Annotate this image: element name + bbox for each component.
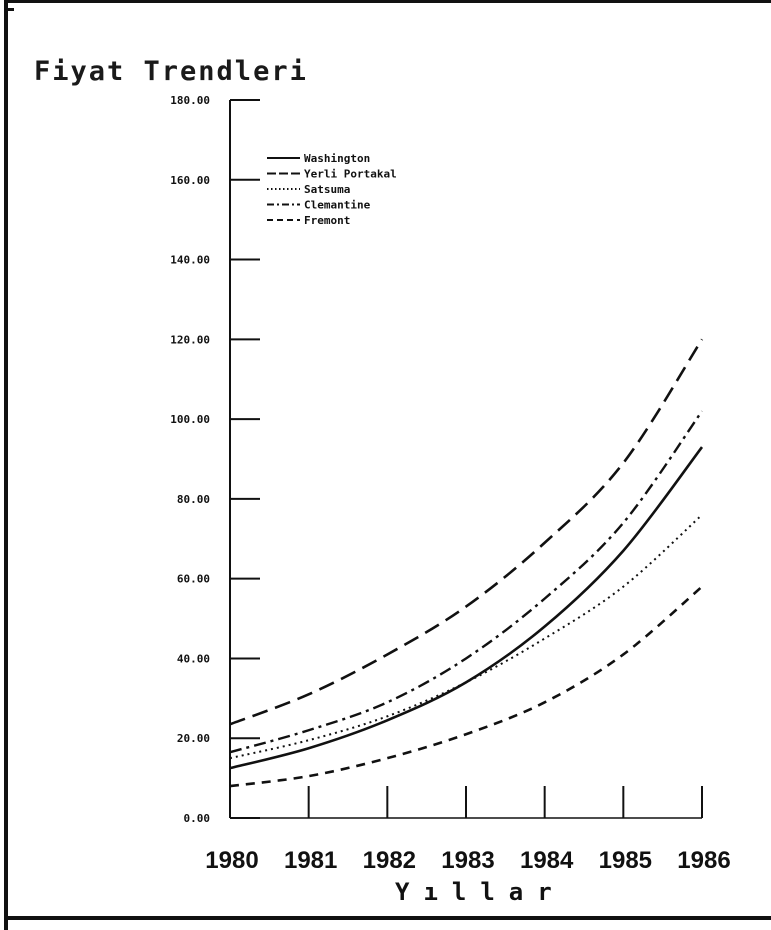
y-tick-label: 120.00: [170, 333, 210, 346]
series-line-washington: [229, 446, 704, 770]
y-tick-label: 0.00: [184, 812, 211, 825]
x-tick-label: 1984: [520, 847, 574, 874]
series-line-clemantine: [229, 410, 703, 754]
x-tick-label: 1986: [677, 847, 730, 874]
y-tick-label: 80.00: [177, 493, 210, 506]
x-axis-label: Yıllar: [395, 878, 566, 906]
y-tick-label: 160.00: [170, 174, 210, 187]
series-line-fremont: [229, 585, 703, 788]
frame-corner-tick: [4, 8, 14, 11]
x-tick-label: 1985: [599, 847, 652, 874]
frame-top-border: [4, 0, 771, 3]
y-tick-label: 180.00: [170, 94, 210, 107]
frame-left-border: [4, 0, 8, 930]
y-tick-label: 60.00: [177, 573, 210, 586]
chart-axes: 0.00 20.00 40.00 60.00 80.00 100.00 120.00 140.…: [170, 94, 730, 874]
chart-series-lines: [229, 338, 704, 788]
series-line-yerli-portakal: [229, 338, 704, 726]
legend-label: Washington: [304, 152, 370, 165]
legend-label: Satsuma: [304, 183, 350, 196]
chart-legend: Washington Yerli Portakal Satsuma Clemantin…: [267, 152, 397, 227]
y-tick-label: 140.00: [170, 254, 210, 267]
x-tick-label: 1982: [363, 847, 416, 874]
x-tick-label: 1981: [284, 847, 337, 874]
chart-title: Fiyat Trendleri: [34, 56, 308, 87]
series-line-satsuma: [229, 514, 703, 760]
y-tick-label: 100.00: [170, 413, 210, 426]
x-tick-label: 1983: [441, 847, 494, 874]
frame-bottom-border: [4, 916, 771, 920]
y-tick-label: 20.00: [177, 732, 210, 745]
legend-label: Clemantine: [304, 199, 371, 212]
legend-label: Fremont: [304, 214, 350, 227]
x-tick-label: 1980: [205, 847, 258, 874]
legend-label: Yerli Portakal: [304, 168, 397, 181]
y-tick-label: 40.00: [177, 652, 210, 665]
